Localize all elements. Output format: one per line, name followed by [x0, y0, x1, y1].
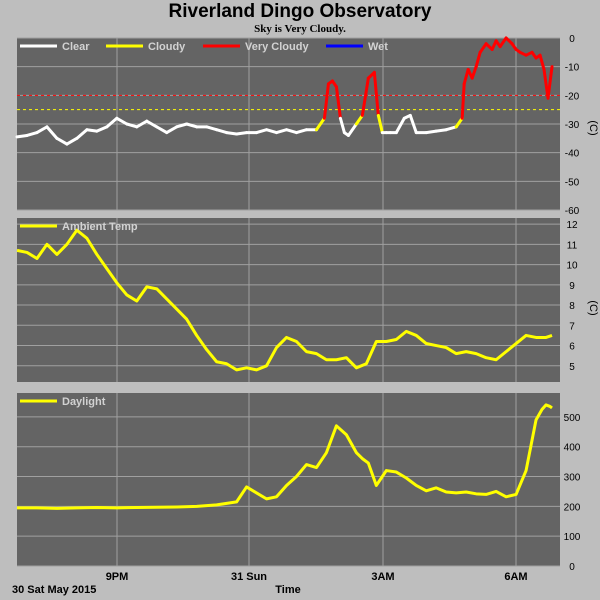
sky-temp-segment	[372, 70, 380, 117]
y-tick-label: 12	[566, 220, 578, 231]
sky-temp-segment	[85, 128, 99, 133]
y-tick-label: 8	[569, 301, 575, 312]
sky-temp-segment	[155, 125, 169, 135]
sky-temp-segment	[294, 128, 308, 135]
legend-label: Ambient Temp	[62, 221, 138, 233]
y-tick-label: 500	[564, 413, 581, 424]
sky-temp-segment	[235, 131, 249, 136]
sky-temp-segment	[376, 113, 384, 135]
time-axis: 30 Sat May 2015 9PM 31 Sun 3AM 6AM Time	[12, 571, 528, 596]
sky-temp-segment	[346, 122, 358, 137]
sky-temp-segment	[538, 53, 546, 72]
sky-temp-segment	[460, 82, 466, 120]
y-tick-label: -60	[565, 206, 580, 217]
sky-temp-segment	[454, 116, 464, 129]
chart-title: Riverland Dingo Observatory	[168, 1, 432, 22]
sky-temp-segment	[15, 133, 29, 139]
sky-temp-segment	[354, 113, 364, 126]
sky-temp-segment	[65, 136, 79, 146]
series-line	[16, 228, 553, 372]
x-axis-label: Time	[275, 584, 300, 596]
y-tick-label: 300	[564, 473, 581, 484]
sky-temp-segment	[498, 36, 508, 49]
y-tick-label: -40	[565, 149, 580, 160]
sky-temp-segment	[322, 82, 330, 120]
x-tick-label: 9PM	[106, 571, 129, 583]
sky-temp-segment	[408, 113, 418, 135]
y-tick-label: -50	[565, 177, 580, 188]
y-tick-label: 11	[567, 240, 578, 251]
sky-status-subtitle: Sky is Very Cloudy.	[254, 23, 346, 35]
sky-temp-segment	[546, 65, 554, 100]
sky-temp-segment	[145, 119, 159, 129]
sky-temp-segment	[55, 136, 69, 146]
sky-temp-segment	[478, 42, 488, 54]
y-tick-label: 6	[569, 342, 575, 353]
sky-temp-segment	[185, 122, 199, 129]
sky-temp-segment	[338, 116, 346, 135]
plot-area	[17, 218, 560, 382]
sky-temp-segment	[205, 125, 219, 132]
sky-temp-segment	[95, 125, 109, 133]
y-tick-label: 200	[564, 502, 581, 513]
sky-temp-segment	[285, 128, 298, 135]
sky-temp-segment	[25, 131, 39, 137]
cloud-sky-temp-panel: 0 -10 -20 -30 -40 -50 -60 (C) Clear Cloudy Very Cl…	[15, 34, 599, 217]
sky-temp-segment	[215, 128, 229, 135]
y-tick-label: 100	[564, 532, 581, 543]
sky-temp-segment	[462, 68, 470, 86]
sky-temp-segment	[334, 85, 342, 120]
y-tick-label: 5	[569, 362, 575, 373]
legend-label: Cloudy	[148, 41, 186, 53]
sky-temp-segment	[135, 119, 149, 129]
date-label: 30 Sat May 2015	[12, 584, 96, 596]
sky-temp-segment	[175, 122, 189, 129]
daylight-panel: 0 100 200 300 400 500 Daylight	[17, 393, 581, 573]
y-axis-unit: (C)	[587, 300, 599, 315]
sky-temp-segment	[165, 125, 179, 135]
sky-temp-segment	[424, 129, 438, 135]
y-tick-label: 7	[569, 321, 575, 332]
y-tick-label: -10	[565, 63, 580, 74]
y-tick-label: 400	[564, 443, 581, 454]
legend-label: Wet	[368, 41, 388, 53]
sky-temp-segment	[45, 125, 59, 140]
legend-label: Daylight	[62, 396, 106, 408]
sky-temp-segment	[314, 116, 326, 132]
sky-temp-segment	[444, 125, 458, 132]
sky-temp-segment	[474, 50, 482, 69]
sky-temp-segment	[255, 128, 269, 135]
sky-temp-segment	[434, 128, 448, 133]
sky-temp-segment	[35, 125, 49, 135]
sky-temp-segment	[115, 116, 129, 126]
sky-temp-segment	[470, 65, 478, 80]
sky-temp-segment	[225, 131, 239, 136]
y-axis-unit: (C)	[587, 120, 599, 135]
y-tick-label: 0	[569, 562, 575, 573]
legend-label: Clear	[62, 41, 90, 53]
plot-area	[17, 393, 560, 566]
series-line	[17, 403, 553, 510]
y-tick-label: 9	[569, 281, 575, 292]
y-tick-label: 0	[569, 34, 575, 45]
y-tick-label: -30	[565, 120, 580, 131]
sky-temp-segment	[75, 128, 89, 140]
sky-temp-segment	[125, 122, 139, 129]
sky-temp-segment	[275, 128, 289, 135]
legend-label: Very Cloudy	[245, 41, 309, 53]
sky-temp-segment	[105, 116, 119, 129]
x-tick-label: 31 Sun	[231, 571, 267, 583]
ambient-temp-panel: 5 6 7 8 9 10 11 12 (C) Ambient Temp	[16, 218, 599, 382]
x-tick-label: 3AM	[371, 571, 394, 583]
y-tick-label: 10	[566, 261, 578, 272]
y-tick-label: -20	[565, 91, 580, 102]
sky-temp-segment	[265, 128, 279, 135]
x-tick-label: 6AM	[504, 571, 527, 583]
sky-temp-segment	[394, 116, 406, 135]
sky-temp-segment	[360, 76, 370, 117]
